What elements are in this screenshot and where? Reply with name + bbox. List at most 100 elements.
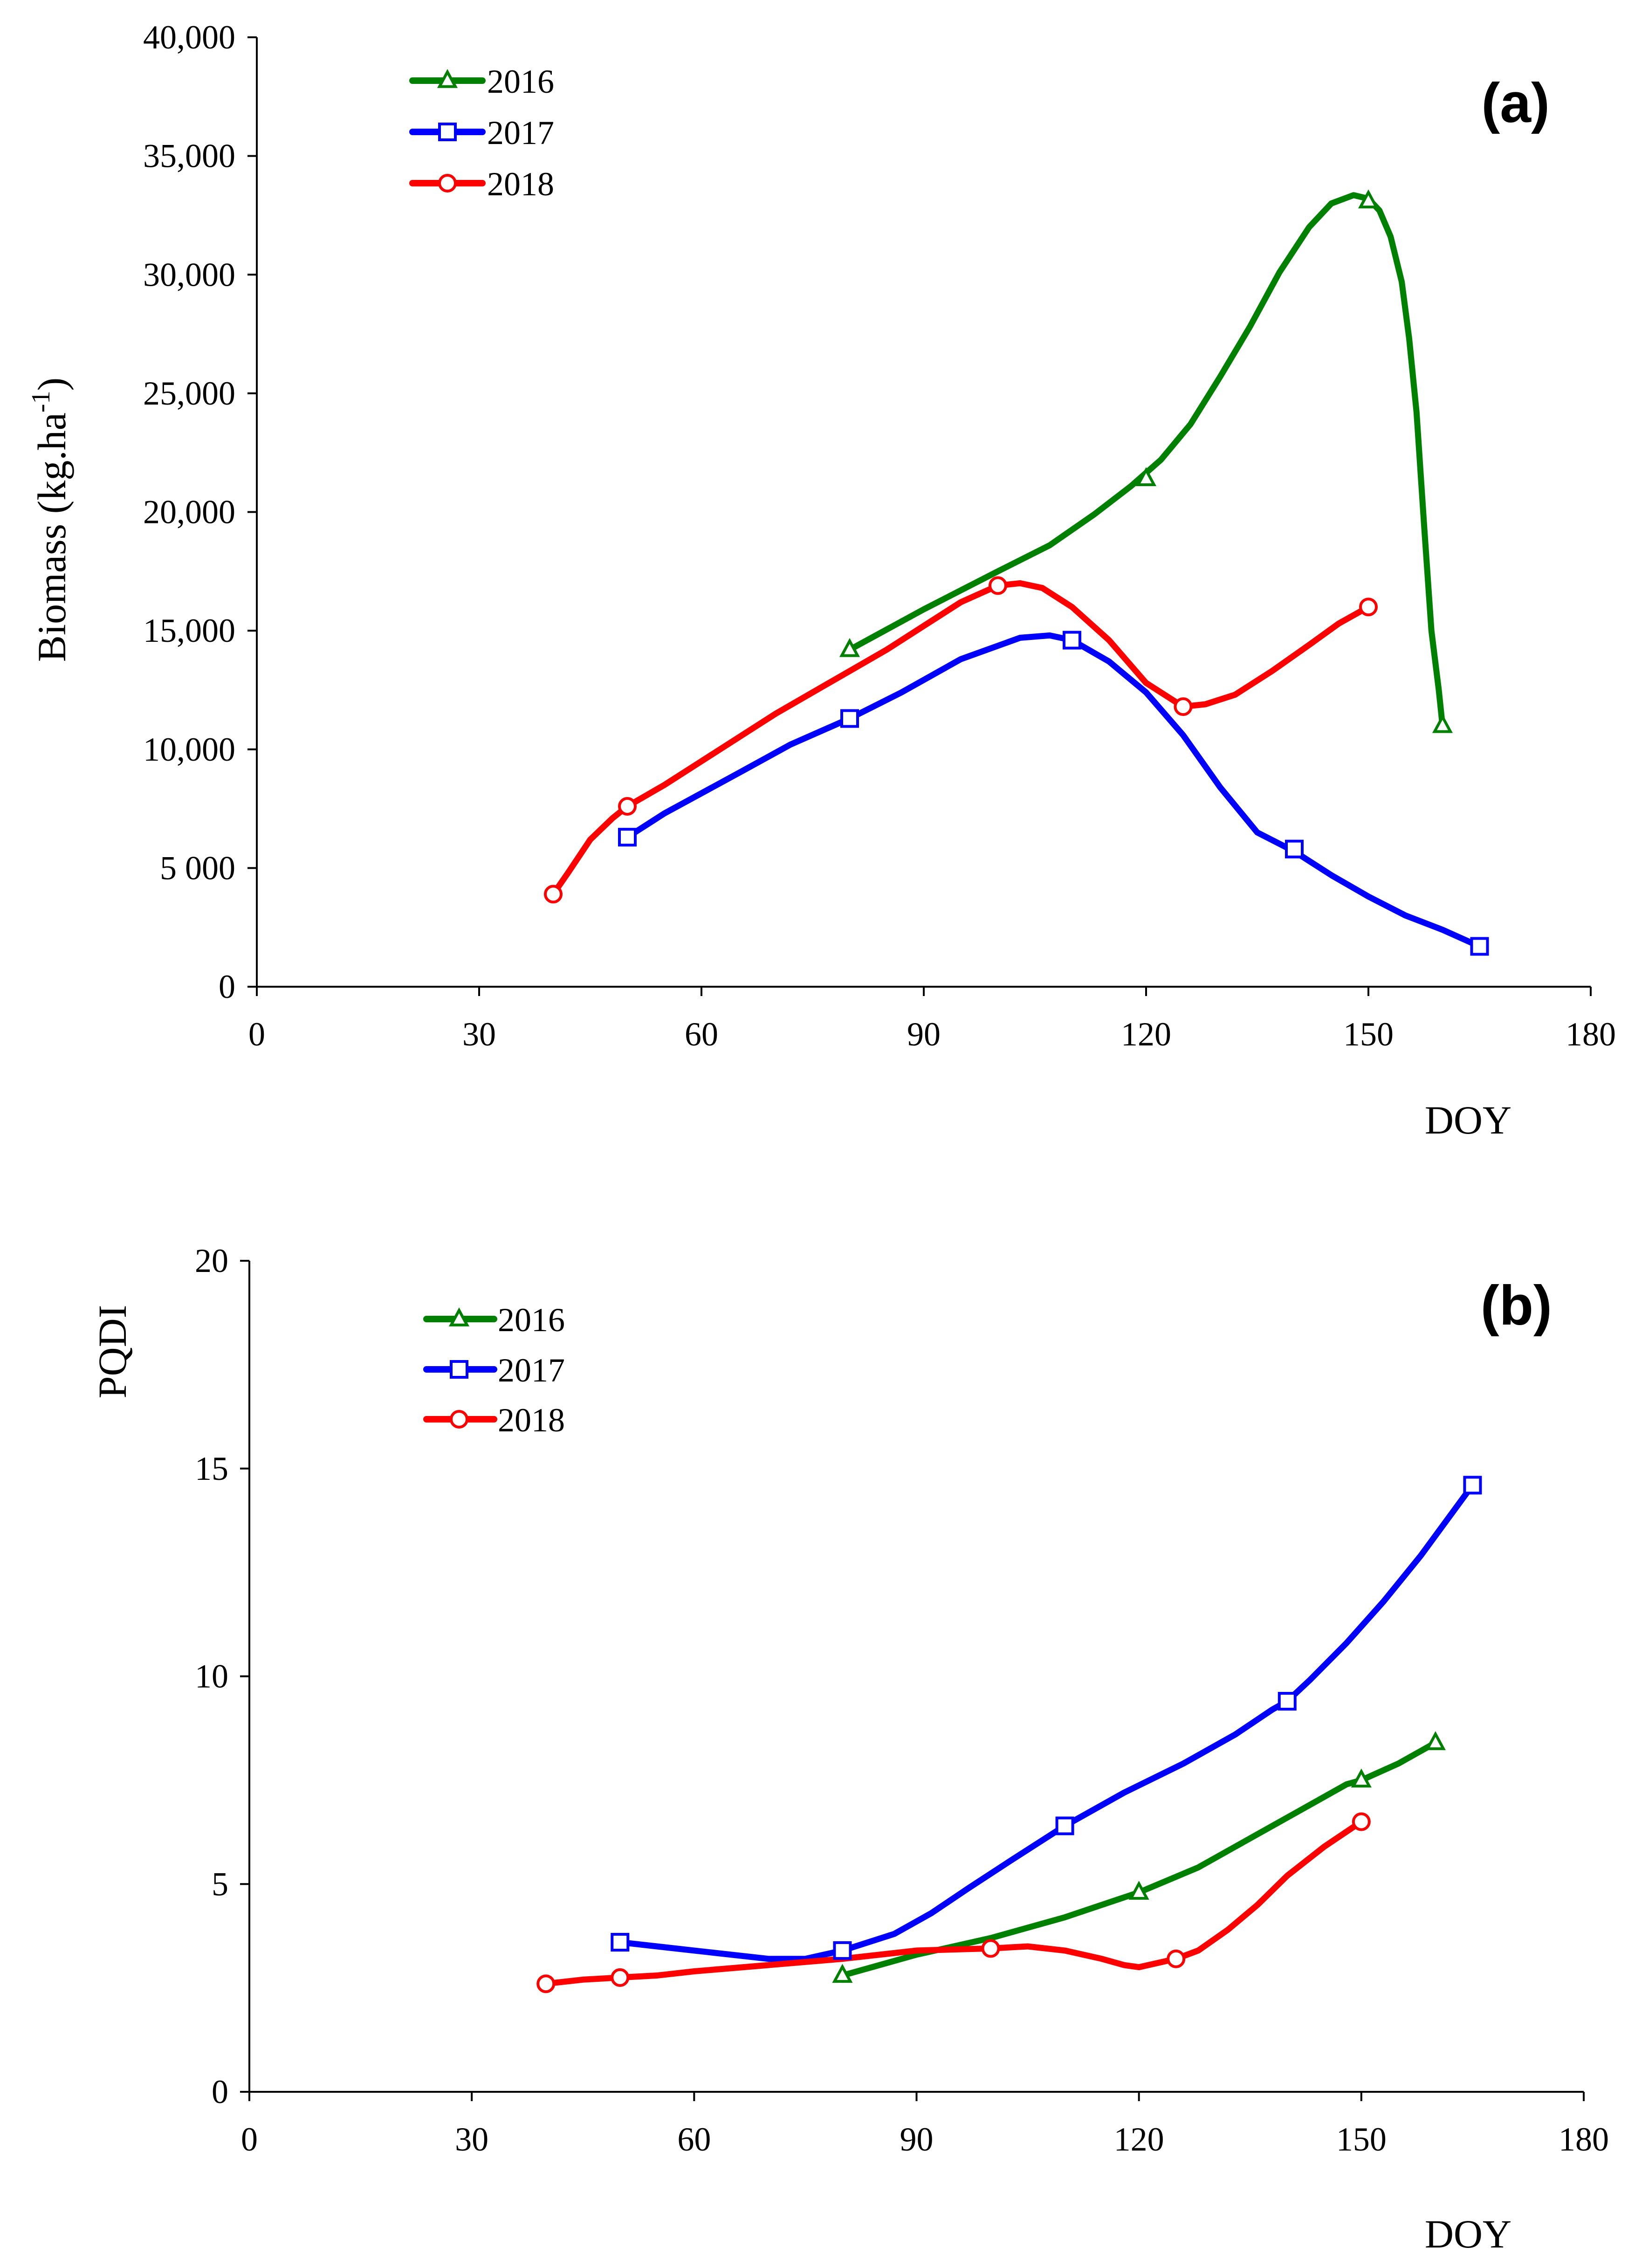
panel-b-label: (b): [1481, 1274, 1552, 1337]
x-tick-label: 30: [462, 1016, 496, 1053]
panel-a-legend-item-2016: 2016: [409, 63, 554, 100]
legend-marker-2016: [448, 1307, 470, 1326]
legend-label-2018: 2018: [487, 165, 554, 203]
y-tick-label: 5 000: [160, 849, 235, 887]
series-line-2017: [624, 632, 1483, 949]
legend-marker-square: [438, 123, 457, 141]
x-tick-label: 60: [685, 1016, 718, 1053]
legend-marker-square: [450, 1360, 468, 1379]
legend-label-2018: 2018: [498, 1402, 565, 1439]
data-point-2018: [1174, 697, 1193, 716]
data-point-2017: [618, 828, 637, 847]
y-tick-label: 30,000: [143, 256, 235, 293]
panel-b-y-ticks: 0 5 10 15 20: [195, 1242, 249, 2110]
data-point-2018: [981, 1939, 1000, 1958]
data-point-2016: [839, 638, 860, 657]
panel-a-legend-item-2017: 2017: [409, 114, 554, 151]
data-point-2017: [833, 1941, 852, 1960]
legend-marker-circle: [450, 1410, 468, 1429]
data-point-2017: [1063, 631, 1081, 650]
legend-marker-2017: [450, 1360, 468, 1379]
x-tick-label: 180: [1559, 2121, 1609, 2158]
panel-b-pqdi-chart: 0 30 60 90 120 150 180 0 5 10 15 20 PQDI DOY (b) 2…: [90, 1242, 1609, 2256]
legend-marker-2018: [438, 174, 457, 192]
data-point-2016: [1358, 189, 1379, 209]
data-point-2018: [544, 885, 563, 904]
legend-label-2017: 2017: [487, 114, 554, 151]
y-tick-label: 20: [195, 1242, 228, 1279]
panel-a-biomass-chart: 0 30 60 90 120 150 180 0 5 000 10,000 15,000 20,00…: [27, 19, 1616, 1142]
series-line-2018: [543, 1819, 1365, 1987]
data-point-2017: [1278, 1691, 1297, 1711]
data-point-2016: [1351, 1768, 1372, 1788]
legend-marker-2017: [438, 123, 457, 141]
panel-b-legend-item-2016: 2016: [423, 1301, 565, 1339]
panel-b-x-ticks: 0 30 60 90 120 150 180: [241, 2092, 1609, 2158]
x-tick-label: 120: [1121, 1016, 1171, 1053]
y-tick-label: 0: [212, 2073, 228, 2110]
data-point-2016: [1128, 1881, 1149, 1900]
panel-a-y-ticks: 0 5 000 10,000 15,000 20,000 25,000 30,000 35,0…: [143, 19, 257, 1005]
data-point-2016: [1425, 1731, 1446, 1750]
data-point-2017: [1055, 1816, 1074, 1835]
data-point-2017: [840, 709, 859, 728]
data-point-2018: [989, 576, 1007, 595]
panel-a-series-markers: [544, 189, 1489, 956]
x-tick-label: 150: [1336, 2121, 1387, 2158]
y-tick-label: 40,000: [143, 19, 235, 56]
series-line-2018: [550, 580, 1372, 897]
y-tick-label: 35,000: [143, 137, 235, 175]
y-tick-label: 5: [212, 1865, 228, 1903]
data-point-2017: [1470, 937, 1489, 956]
data-point-2018: [1359, 598, 1378, 617]
x-tick-label: 120: [1114, 2121, 1164, 2158]
y-tick-label: 10: [195, 1658, 228, 1695]
panel-a-x-axis-title: DOY: [1425, 1098, 1511, 1142]
panel-a-y-axis-title: Biomass (kg.ha-1): [27, 378, 74, 662]
panel-a-series-lines: [550, 192, 1483, 949]
x-tick-label: 150: [1343, 1016, 1394, 1053]
x-tick-label: 0: [241, 2121, 258, 2158]
series-line-2017: [617, 1482, 1476, 1962]
x-tick-label: 60: [677, 2121, 711, 2158]
y-tick-label: 25,000: [143, 375, 235, 412]
panel-a-legend-item-2018: 2018: [409, 165, 554, 203]
y-tick-label: 15: [195, 1450, 228, 1487]
panel-a-x-ticks: 0 30 60 90 120 150 180: [248, 987, 1616, 1053]
data-point-2017: [611, 1933, 630, 1952]
legend-label-2016: 2016: [498, 1301, 565, 1339]
y-tick-label: 10,000: [143, 731, 235, 768]
panel-b-x-axis-title: DOY: [1425, 2212, 1511, 2256]
x-tick-label: 0: [248, 1016, 265, 1053]
panel-b-legend-item-2018: 2018: [423, 1402, 565, 1439]
data-point-2018: [536, 1974, 556, 1993]
panel-b-series-markers: [536, 1476, 1482, 1993]
data-point-2018: [611, 1968, 630, 1987]
data-point-2018: [618, 797, 637, 816]
legend-label-2016: 2016: [487, 63, 554, 100]
data-point-2018: [1352, 1812, 1371, 1831]
legend-label-2017: 2017: [498, 1352, 565, 1389]
x-tick-label: 30: [455, 2121, 488, 2158]
panel-b-y-axis-title: PQDI: [90, 1305, 135, 1399]
y-tick-label: 20,000: [143, 494, 235, 531]
panel-a-legend: 2016 2017 2018: [409, 63, 554, 203]
y-tick-label: 15,000: [143, 612, 235, 649]
series-line-2016: [846, 192, 1446, 729]
legend-marker-triangle: [437, 69, 458, 88]
data-point-2018: [1167, 1949, 1186, 1968]
legend-marker-circle: [438, 174, 457, 192]
x-tick-label: 90: [907, 1016, 941, 1053]
panel-b-legend: 2016 2017 2018: [423, 1301, 565, 1439]
x-tick-label: 90: [900, 2121, 934, 2158]
legend-marker-triangle: [448, 1307, 470, 1326]
panel-b-legend-item-2017: 2017: [423, 1352, 565, 1389]
x-tick-label: 180: [1566, 1016, 1616, 1053]
y-tick-label: 0: [219, 968, 235, 1005]
panel-a-label: (a): [1481, 72, 1550, 134]
series-line-2016: [839, 1739, 1439, 1979]
data-point-2016: [832, 1964, 853, 1983]
data-point-2016: [1135, 467, 1157, 486]
data-point-2017: [1285, 839, 1304, 859]
